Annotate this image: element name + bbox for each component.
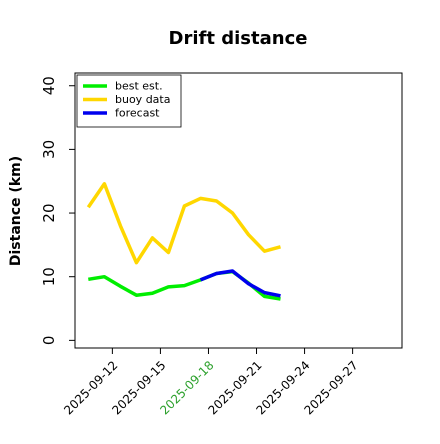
y-tick-label: 30 [40, 140, 58, 159]
y-axis-label: Distance (km) [8, 156, 24, 266]
series-line-2 [199, 269, 281, 298]
legend-label-1: buoy data [115, 93, 170, 106]
y-tick-label: 0 [40, 336, 58, 346]
legend-label-0: best est. [115, 80, 163, 93]
plot-layer [86, 182, 281, 301]
y-tick-label: 10 [40, 267, 58, 286]
y-tick-label: 40 [40, 76, 58, 95]
series-line-1 [86, 182, 281, 265]
legend-label-2: forecast [115, 107, 160, 120]
y-tick-label: 20 [40, 203, 58, 222]
plot-frame [74, 72, 403, 349]
chart-title: Drift distance [169, 28, 308, 49]
